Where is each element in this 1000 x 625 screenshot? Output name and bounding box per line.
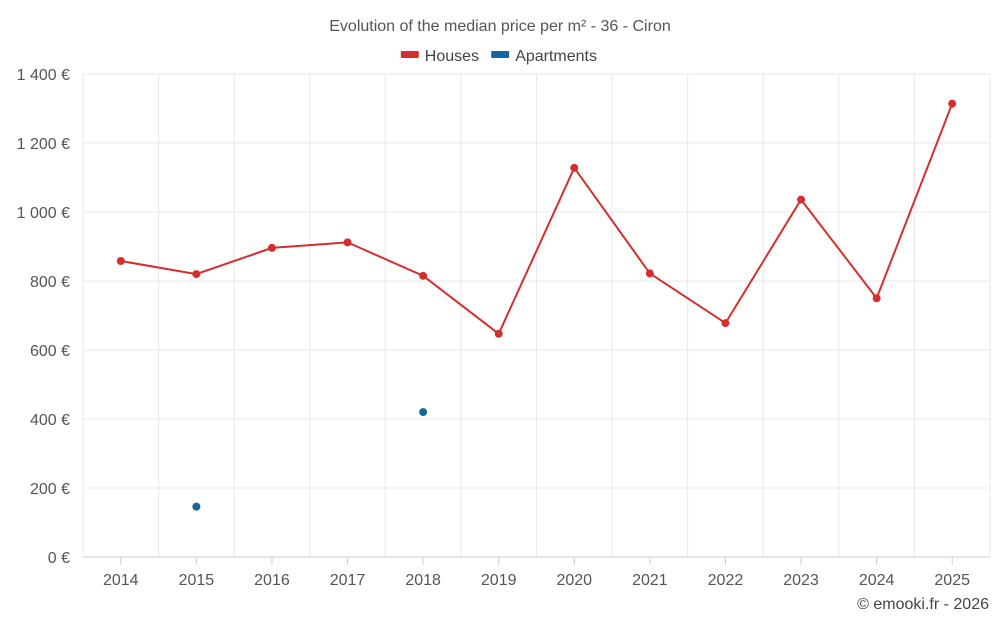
y-tick-label: 1 200 € xyxy=(17,136,70,153)
houses-data-point xyxy=(721,319,730,328)
x-tick-label: 2014 xyxy=(103,572,139,589)
houses-series-line xyxy=(120,103,954,335)
axes: 0 € 200 € 400 € 600 € 800 € 1 000 € 1 200 € 1 4… xyxy=(17,67,990,589)
x-tick-label: 2023 xyxy=(783,572,819,589)
x-tick-label: 2020 xyxy=(556,572,592,589)
houses-data-point xyxy=(192,270,201,279)
legend-swatch-houses xyxy=(400,51,419,58)
grid xyxy=(82,73,991,557)
y-tick-label: 200 € xyxy=(30,481,70,498)
x-tick-label: 2025 xyxy=(934,572,970,589)
houses-data-point xyxy=(645,269,654,278)
houses-data-point xyxy=(419,271,428,280)
y-tick-label: 1 000 € xyxy=(17,205,70,222)
chart-title: Evolution of the median price per m² - 3… xyxy=(329,18,670,35)
houses-data-point xyxy=(267,243,276,252)
x-tick-label: 2024 xyxy=(859,572,895,589)
y-tick-label: 1 400 € xyxy=(17,67,70,84)
x-tick-label: 2015 xyxy=(179,572,215,589)
x-tick-label: 2022 xyxy=(708,572,744,589)
houses-data-point xyxy=(948,99,957,108)
x-tick-label: 2016 xyxy=(254,572,290,589)
houses-data-point xyxy=(494,329,503,338)
legend-label-houses: Houses xyxy=(425,48,479,65)
apartments-data-point xyxy=(192,502,201,511)
houses-data-point xyxy=(116,256,125,265)
houses-data-point xyxy=(570,163,579,172)
legend: Houses Apartments xyxy=(400,48,597,65)
apartments-data-point xyxy=(419,408,428,417)
houses-data-point xyxy=(797,195,806,204)
credit-text: © emooki.fr - 2026 xyxy=(857,596,989,613)
legend-swatch-apartments xyxy=(491,51,510,58)
x-tick-label: 2021 xyxy=(632,572,668,589)
x-tick-label: 2019 xyxy=(481,572,517,589)
x-tick-label: 2017 xyxy=(330,572,366,589)
houses-data-point xyxy=(872,294,881,303)
houses-data-point xyxy=(343,238,352,247)
y-tick-label: 600 € xyxy=(30,343,70,360)
legend-label-apartments: Apartments xyxy=(515,48,597,65)
series-layer xyxy=(116,99,957,511)
y-tick-label: 400 € xyxy=(30,412,70,429)
y-tick-label: 800 € xyxy=(30,274,70,291)
x-tick-label: 2018 xyxy=(405,572,441,589)
y-tick-label: 0 € xyxy=(48,550,70,567)
